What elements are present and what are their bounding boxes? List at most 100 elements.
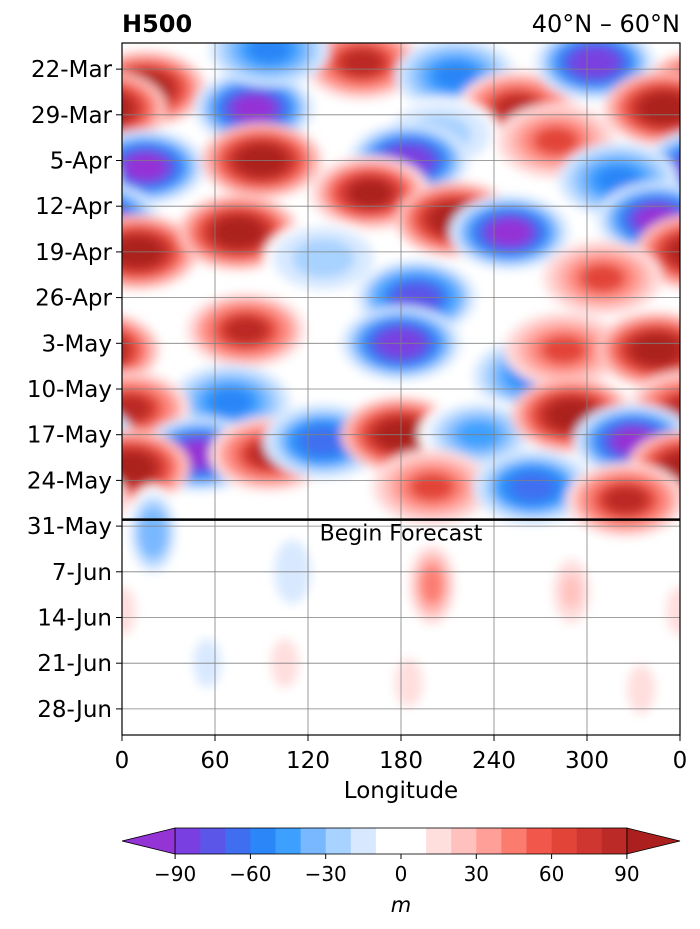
anomaly-blob [122, 312, 680, 388]
y-tick-label: 10-May [27, 377, 112, 403]
colorbar-bin [325, 828, 352, 854]
anomaly-contour [631, 672, 652, 707]
anomaly-contour [666, 454, 680, 480]
anomaly-contour [580, 264, 625, 292]
anomaly-contour [232, 94, 276, 122]
x-axis-ticks: 0 60 120 180 240 300 0 [115, 735, 688, 774]
anomaly-contour [0, 71, 19, 146]
anomaly-contour [0, 195, 12, 270]
anomaly-contour [122, 395, 152, 423]
y-tick-label: 21-Jun [37, 651, 112, 677]
anomaly-contour [247, 43, 291, 64]
y-tick-label: 7-Jun [52, 560, 112, 586]
anomaly-contour [216, 218, 260, 246]
chart-title-right: 40°N – 60°N [532, 10, 680, 38]
anomaly-blob [122, 70, 680, 146]
anomaly-contour [511, 473, 555, 501]
x-tick-label: 180 [379, 748, 423, 774]
anomaly-contour [348, 179, 392, 207]
y-tick-label: 31-May [27, 514, 112, 540]
colorbar-bin [601, 828, 628, 854]
y-axis-ticks: 22-Mar 29-Mar 5-Apr 12-Apr 19-Apr 26-Apr 3-May… [27, 57, 122, 723]
anomaly-contour [0, 544, 41, 639]
y-tick-label: 19-Apr [35, 240, 112, 266]
anomaly-blob [209, 43, 330, 88]
anomaly-contour [635, 336, 679, 364]
colorbar-bin [501, 828, 527, 854]
colorbar-bin [576, 828, 603, 854]
colorbar-tick-label: −90 [154, 862, 196, 886]
anomaly-contour [208, 388, 253, 416]
colorbar-bin [250, 828, 276, 854]
colorbar-tick-label: −30 [305, 862, 347, 886]
colorbar-bin [551, 828, 578, 854]
anomaly-contour [122, 98, 129, 118]
anomaly-blob [125, 485, 700, 581]
anomaly-contour [122, 593, 132, 629]
colorbar-label: m [391, 893, 411, 917]
anomaly-contour [410, 473, 454, 501]
colorbar-tick-label: 30 [464, 862, 489, 886]
colorbar-extend-low [121, 827, 176, 855]
y-tick-label: 28-Jun [37, 697, 112, 723]
colorbar-bin [476, 828, 502, 854]
anomaly-contour [123, 153, 167, 181]
y-tick-label: 5-Apr [50, 149, 113, 175]
anomaly-contour [340, 49, 384, 77]
anomaly-contour [0, 324, 47, 375]
y-tick-label: 14-Jun [37, 605, 112, 631]
anomaly-contour [0, 455, 25, 518]
y-tick-label: 26-Apr [35, 286, 112, 312]
anomaly-contour [0, 127, 20, 154]
colorbar-bin [275, 828, 302, 854]
x-tick-label: 60 [200, 748, 229, 774]
colorbar-extend-high [626, 827, 681, 855]
colorbar-tick-label: 90 [614, 862, 639, 886]
anomaly-contour [0, 344, 25, 407]
anomaly-contour [422, 567, 442, 602]
anomaly-contour [0, 77, 10, 140]
anomaly-contour [143, 515, 163, 550]
colorbar-bin [300, 828, 327, 854]
anomaly-contour [398, 665, 419, 700]
x-tick-label: 0 [115, 748, 130, 774]
anomaly-contour [0, 551, 37, 631]
y-tick-label: 12-Apr [35, 194, 112, 220]
anomaly-contour [682, 75, 700, 102]
anomaly-contour [487, 218, 532, 246]
anomaly-contour [122, 91, 138, 126]
anomaly-contour [122, 483, 128, 516]
anomaly-blob [372, 449, 492, 525]
anomaly-blob [0, 194, 570, 270]
colorbar-bin [526, 828, 553, 854]
x-tick-label: 120 [286, 748, 330, 774]
anomaly-blob [404, 537, 460, 633]
anomaly-contour [684, 485, 700, 580]
anomaly-contour [682, 154, 700, 181]
colorbar: −90 −60 −30 0 30 60 90 [121, 827, 681, 886]
anomaly-blob [122, 563, 680, 659]
anomaly-contour [0, 567, 28, 616]
anomaly-contour [0, 461, 16, 512]
anomaly-contour [561, 574, 582, 609]
y-tick-label: 3-May [42, 331, 112, 357]
x-tick-label: 240 [472, 748, 516, 774]
colorbar-tick-label: −60 [229, 862, 271, 886]
y-tick-label: 17-May [27, 423, 112, 449]
anomaly-blob [302, 43, 423, 101]
x-tick-label: 0 [673, 748, 688, 774]
colorbar-bin [426, 828, 452, 854]
anomaly-contour [0, 559, 32, 624]
anomaly-contour [0, 121, 29, 160]
colorbar-bin [200, 828, 226, 854]
anomaly-contour [542, 336, 586, 364]
colorbar-bin [350, 828, 377, 854]
colorbar-bin [375, 828, 427, 854]
y-tick-label: 24-May [27, 468, 112, 494]
anomaly-contour [534, 127, 578, 155]
anomaly-contour [573, 49, 617, 77]
anomaly-contour [0, 467, 6, 506]
anomaly-contour [688, 493, 700, 573]
anomaly-contour [0, 350, 16, 401]
